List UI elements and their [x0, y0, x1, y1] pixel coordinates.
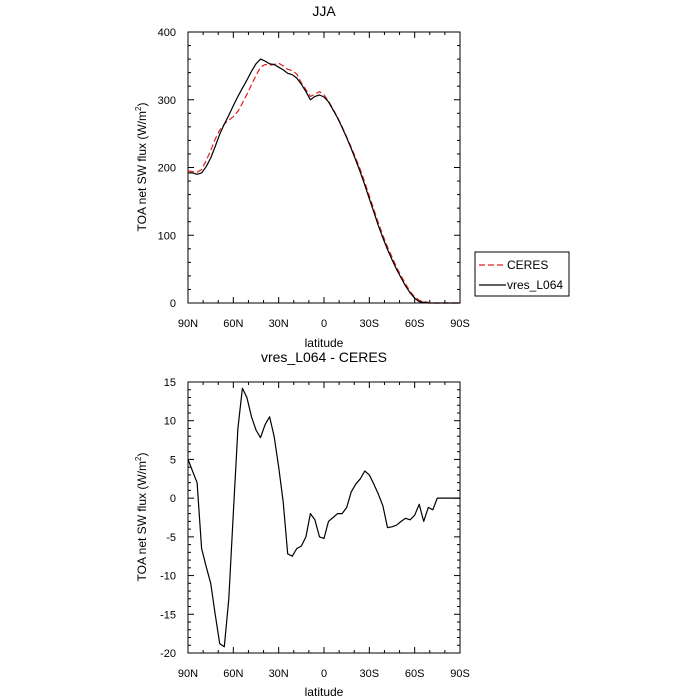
x-ticks: 90N 60N 30N 0 30S 60S 90S	[178, 32, 470, 330]
x-axis-label: latitude	[305, 336, 344, 350]
series-lines	[187, 387, 460, 648]
y-tick-label: 100	[158, 230, 176, 242]
x-tick-label: 60S	[405, 318, 425, 330]
x-axis-label: latitude	[305, 685, 344, 699]
x-tick-label: 60S	[405, 668, 425, 680]
legend-label-vres: vres_L064	[507, 278, 563, 292]
panel-bottom: vres_L064 - CERES 90N 60N 30N 0 30S 60S 90S -2…	[134, 349, 470, 699]
x-tick-label: 30S	[360, 318, 380, 330]
y-tick-label: -5	[166, 532, 176, 544]
x-tick-label: 90N	[178, 318, 198, 330]
y-tick-label: -15	[160, 609, 176, 621]
y-axis-label-sup: 2	[134, 456, 143, 461]
legend: CERES vres_L064	[474, 251, 570, 297]
chart-title: JJA	[312, 3, 336, 19]
x-tick-label: 30N	[269, 668, 289, 680]
y-tick-label: -10	[160, 571, 176, 583]
y-tick-label: 300	[158, 95, 176, 107]
x-tick-label: 90N	[178, 668, 198, 680]
y-tick-label: 0	[170, 493, 176, 505]
x-tick-label: 60N	[223, 318, 243, 330]
chart-title: vres_L064 - CERES	[261, 349, 387, 365]
series-line-0	[187, 62, 460, 304]
y-axis-label: TOA net SW flux (W/m2)	[134, 453, 149, 582]
y-tick-label: 0	[170, 298, 176, 310]
plot-frame	[187, 381, 461, 654]
x-ticks: 90N 60N 30N 0 30S 60S 90S	[178, 382, 470, 680]
y-axis-label-close: )	[135, 453, 149, 457]
x-tick-label: 90S	[450, 318, 470, 330]
y-axis-label-sup: 2	[134, 106, 143, 111]
legend-box	[474, 251, 570, 297]
x-tick-label: 30S	[360, 668, 380, 680]
y-axis-label: TOA net SW flux (W/m2)	[134, 103, 149, 232]
y-tick-label: 5	[170, 454, 176, 466]
y-tick-label: -20	[160, 648, 176, 660]
series-lines	[187, 58, 460, 304]
y-ticks: 0 100 200 300 400	[158, 27, 460, 310]
y-tick-label: 400	[158, 27, 176, 39]
y-tick-label: 200	[158, 163, 176, 175]
y-tick-label: 15	[164, 377, 176, 389]
legend-label-ceres: CERES	[507, 258, 548, 272]
y-axis-label-main: TOA net SW flux (W/m	[135, 111, 149, 231]
x-tick-label: 30N	[269, 318, 289, 330]
series-line-1	[188, 58, 460, 304]
plot-frame	[187, 31, 461, 304]
y-tick-label: 10	[164, 416, 176, 428]
x-tick-label: 0	[321, 318, 327, 330]
y-ticks: -20 -15 -10 -5 0 5 10 15	[160, 377, 460, 660]
y-axis-label-close: )	[135, 103, 149, 107]
x-tick-label: 90S	[450, 668, 470, 680]
x-tick-label: 0	[321, 668, 327, 680]
y-axis-label-main: TOA net SW flux (W/m	[135, 461, 149, 581]
panel-top: JJA 90N 60N 30N 0 30S 60S 90S 0 100 200 300 400 la…	[134, 3, 570, 350]
series-line-0	[187, 387, 460, 648]
x-tick-label: 60N	[223, 668, 243, 680]
